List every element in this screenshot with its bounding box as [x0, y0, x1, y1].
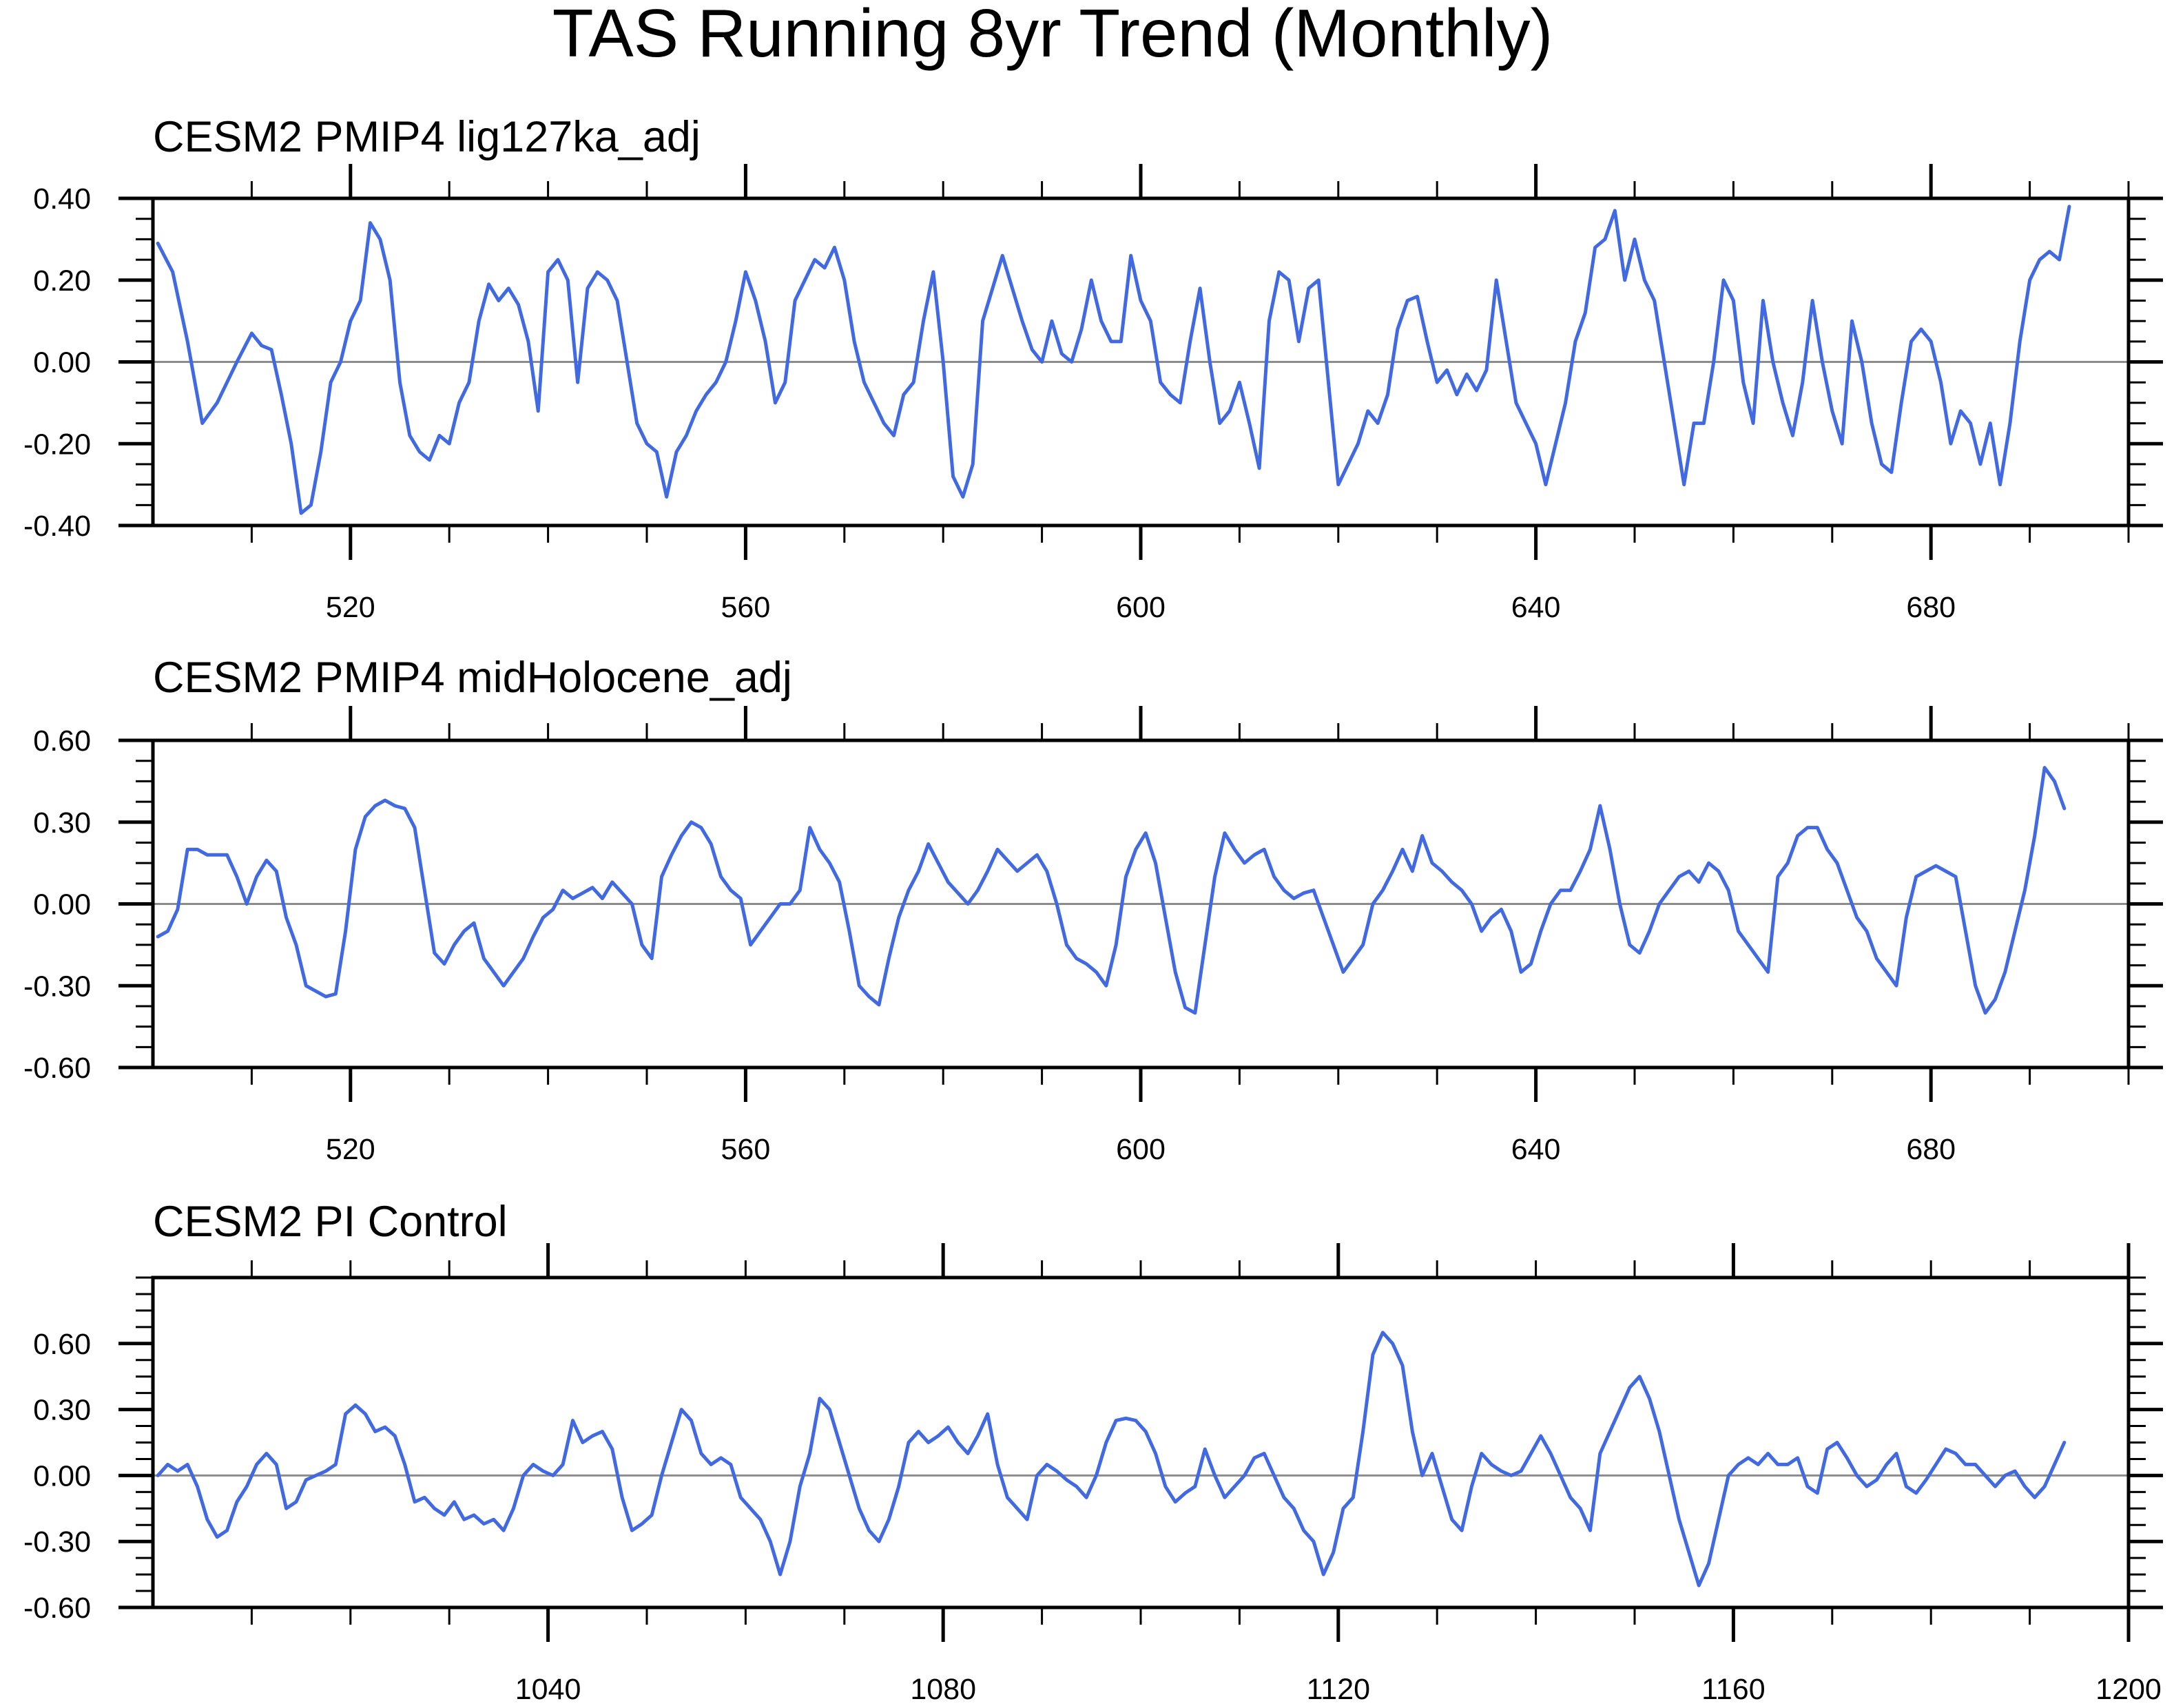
x-tick-label: 680 — [1906, 591, 1956, 624]
x-tick-label: 1040 — [515, 1673, 581, 1706]
x-tick-label: 520 — [326, 1133, 375, 1166]
x-tick-label: 1160 — [1701, 1673, 1765, 1706]
y-tick-label: 0.20 — [33, 264, 91, 298]
y-tick-label: -0.20 — [23, 428, 91, 461]
x-tick-label: 600 — [1116, 591, 1166, 624]
x-tick-label: 600 — [1116, 1133, 1166, 1166]
y-tick-label: 0.00 — [33, 346, 91, 379]
x-tick-label: 680 — [1906, 1133, 1956, 1166]
panel-title: CESM2 PMIP4 midHolocene_adj — [153, 654, 792, 702]
x-tick-label: 560 — [721, 1133, 771, 1166]
panel-midholocene: CESM2 PMIP4 midHolocene_adj 520 560 600 640 6… — [23, 654, 2163, 1166]
y-tick-label: 0.30 — [33, 806, 91, 840]
plot-frame — [151, 196, 2131, 528]
y-tick-label: -0.60 — [23, 1052, 91, 1085]
y-tick-label: -0.60 — [23, 1592, 91, 1625]
series-line-midholocene-adj — [156, 766, 2067, 1015]
y-tick-label: -0.40 — [23, 510, 91, 543]
x-tick-label: 520 — [326, 591, 375, 624]
x-tick-label: 1080 — [910, 1673, 976, 1706]
panel-title: CESM2 PMIP4 lig127ka_adj — [153, 113, 701, 161]
chart-title: TAS Running 8yr Trend (Monthly) — [552, 0, 1553, 71]
y-tick-label: 0.40 — [33, 183, 91, 216]
y-tick-label: -0.30 — [23, 970, 91, 1003]
x-tick-label: 1120 — [1307, 1673, 1370, 1706]
y-tick-label: 0.30 — [33, 1394, 91, 1427]
panel-pi-control: CESM2 PI Control 1040 1080 1120 1160 1200 -0.6… — [23, 1198, 2163, 1706]
x-tick-label: 640 — [1511, 1133, 1561, 1166]
y-tick-label: 0.00 — [33, 1459, 91, 1492]
y-tick-label: 0.60 — [33, 1328, 91, 1361]
series-line-pi-control — [156, 1331, 2067, 1587]
y-tick-label: 0.60 — [33, 725, 91, 758]
series-line-lig127ka-adj — [156, 205, 2071, 515]
panel-lig127ka: CESM2 PMIP4 lig127ka_adj 520 560 600 640 680 -… — [23, 113, 2163, 624]
plot-frame — [151, 1275, 2131, 1610]
y-tick-label: -0.30 — [23, 1525, 91, 1559]
x-tick-label: 560 — [721, 591, 771, 624]
x-tick-label: 1200 — [2095, 1673, 2162, 1706]
y-tick-label: 0.00 — [33, 888, 91, 921]
x-tick-label: 640 — [1511, 591, 1561, 624]
plot-frame — [151, 738, 2131, 1070]
panel-title: CESM2 PI Control — [153, 1198, 508, 1246]
